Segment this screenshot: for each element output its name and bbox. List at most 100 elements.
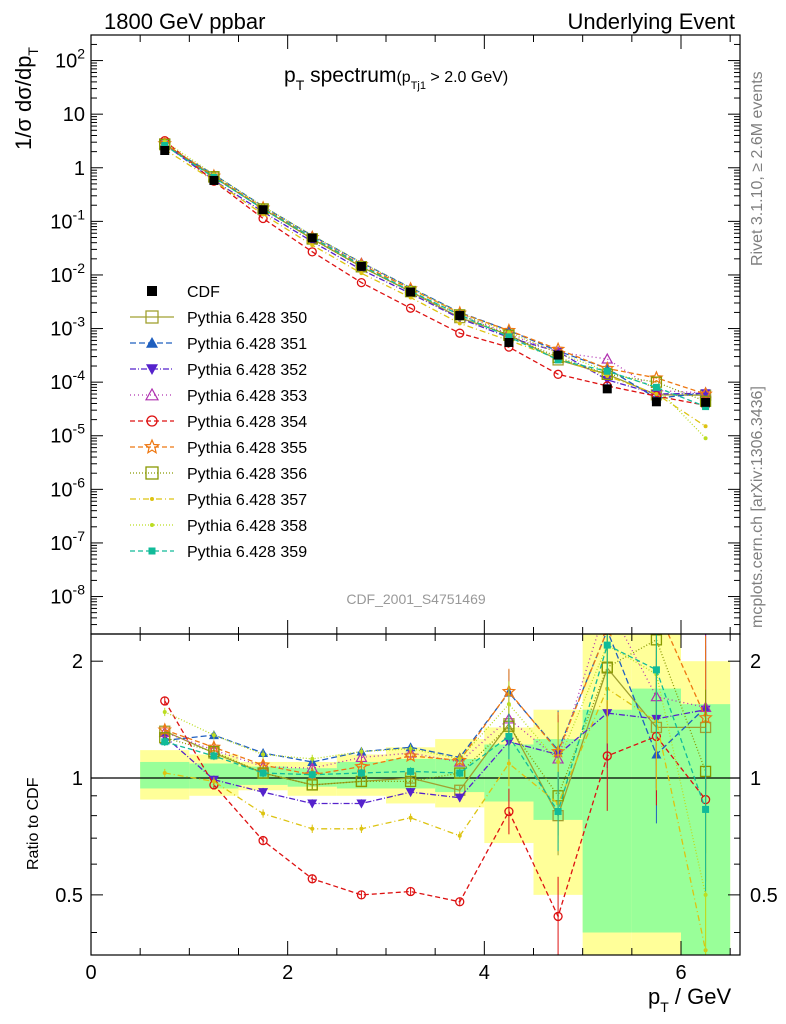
data-point	[307, 247, 317, 257]
y-tick-label: 1	[74, 158, 85, 180]
data-point	[554, 356, 562, 364]
legend-label: CDF	[187, 284, 220, 301]
series-line	[164, 644, 707, 896]
data-point	[403, 748, 418, 763]
legend-label: Pythia 6.428 351	[187, 336, 307, 353]
series-line	[164, 143, 706, 395]
series-main	[159, 140, 711, 400]
data-point	[359, 271, 364, 276]
data-point	[161, 738, 169, 746]
legend-item: Pythia 6.428 351	[130, 336, 307, 353]
y-tick-label: 102	[55, 46, 85, 73]
data-point	[356, 799, 367, 809]
ratio-y-tick-label-right: 2	[750, 651, 761, 673]
data-point	[553, 911, 563, 922]
legend-label: Pythia 6.428 353	[187, 388, 307, 405]
data-point	[553, 369, 563, 379]
data-point	[407, 767, 415, 775]
y-tick-label-exp: -8	[73, 582, 86, 598]
y-tick-label-base: 10	[50, 479, 72, 501]
data-point	[148, 547, 156, 555]
legend-item: Pythia 6.428 356	[130, 466, 307, 483]
data-point	[145, 466, 159, 480]
plot-area: 10-810-710-610-510-410-310-210-11101020.…	[50, 34, 778, 984]
ratio-y-tick-label: 0.5	[55, 885, 83, 907]
plot-title-cut-tail: > 2.0 GeV)	[426, 69, 508, 86]
x-axis-label-text: p	[648, 984, 660, 1009]
plot-title-main: p	[284, 64, 296, 87]
legend-label: Pythia 6.428 357	[187, 492, 307, 509]
ratio-bands	[140, 634, 731, 955]
data-point	[457, 756, 462, 761]
series-line	[164, 140, 706, 406]
plot-title-cut-open: (p	[396, 69, 410, 86]
y-tick-label: 10-4	[50, 367, 85, 394]
data-point	[605, 374, 610, 379]
legend-item: Pythia 6.428 350	[130, 310, 307, 327]
data-point	[703, 436, 708, 441]
y-tick-label-base: 10	[50, 533, 72, 555]
data-point	[359, 749, 364, 754]
data-point	[306, 779, 318, 791]
ratio-y-tick-label-right: 0.5	[750, 885, 778, 907]
data-point	[651, 397, 661, 407]
plot-title: pT spectrum(pTj1 > 2.0 GeV)	[284, 64, 508, 93]
data-point	[504, 337, 514, 347]
data-point	[405, 886, 416, 897]
data-point	[703, 424, 708, 429]
data-point	[652, 666, 660, 674]
data-point	[505, 732, 513, 740]
legend-item: Pythia 6.428 354	[130, 414, 307, 431]
y-axis-label-ratio: Ratio to CDF	[25, 777, 42, 870]
legend-item: Pythia 6.428 358	[130, 518, 307, 535]
plot-title-tail: spectrum	[304, 64, 396, 87]
y-tick-label-base: 10	[50, 211, 72, 233]
series-line	[164, 143, 706, 396]
legend-item: Pythia 6.428 353	[130, 387, 307, 405]
y-tick-label-exp: -2	[73, 260, 86, 276]
legend-item: Pythia 6.428 359	[130, 544, 307, 561]
series-cdf	[160, 145, 711, 407]
data-point	[147, 286, 157, 296]
data-point	[652, 383, 660, 391]
series-line	[164, 144, 706, 395]
data-point	[310, 243, 315, 248]
x-tick-label: 6	[675, 962, 686, 984]
data-point	[603, 367, 611, 375]
legend-item: Pythia 6.428 357	[130, 492, 307, 509]
data-point	[553, 350, 563, 360]
series-line	[164, 666, 706, 818]
data-point	[506, 761, 511, 766]
header-right: Underlying Event	[567, 9, 735, 34]
legend-label: Pythia 6.428 352	[187, 362, 307, 379]
legend: CDF Pythia 6.428 350 Pythia 6.428 351 Pythi…	[130, 284, 307, 561]
data-point	[146, 415, 158, 427]
legend-label: Pythia 6.428 350	[187, 310, 307, 327]
data-point	[307, 233, 317, 243]
y-tick-label-exp: -6	[73, 474, 86, 490]
data-point	[146, 364, 158, 375]
data-point	[259, 769, 267, 777]
analysis-id: CDF_2001_S4751469	[346, 591, 486, 607]
data-point	[455, 897, 465, 907]
data-point	[143, 438, 161, 454]
ratio-y-tick-label: 1	[72, 768, 83, 790]
y-tick-label: 10	[63, 104, 85, 126]
data-point	[457, 321, 462, 326]
data-point	[602, 375, 613, 385]
data-point	[210, 752, 218, 760]
data-point	[455, 328, 465, 338]
data-point	[162, 709, 167, 714]
y-tick-label-exp: -7	[73, 528, 86, 544]
y-axis-label-main: 1/σ dσ/dpT	[11, 47, 41, 150]
data-point	[404, 775, 417, 788]
legend-item: CDF	[147, 284, 220, 301]
y-tick-label: 10-3	[50, 314, 85, 341]
data-point	[603, 641, 611, 649]
ratio-series	[157, 598, 713, 955]
main-series	[157, 136, 713, 441]
series-line	[164, 700, 707, 919]
data-point	[144, 387, 160, 401]
data-point	[602, 598, 612, 607]
y-tick-label: 10-5	[50, 421, 85, 448]
